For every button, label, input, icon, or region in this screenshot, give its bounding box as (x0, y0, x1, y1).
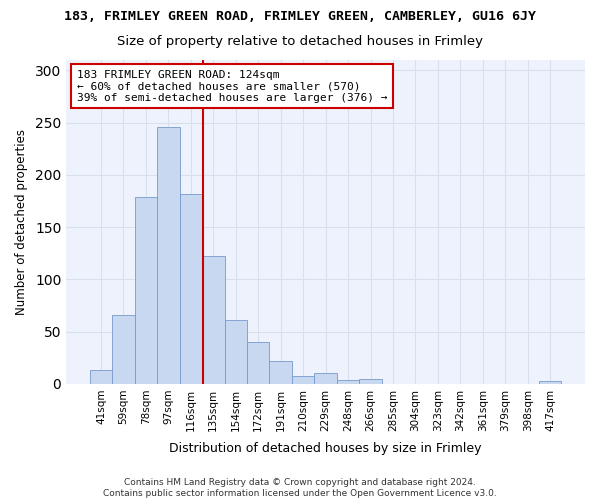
Bar (134, 197, 157, 384)
Bar (269, 361, 292, 384)
Bar (539, 381, 562, 384)
Bar (337, 380, 359, 384)
Y-axis label: Number of detached properties: Number of detached properties (15, 129, 28, 315)
Text: Contains HM Land Registry data © Crown copyright and database right 2024.
Contai: Contains HM Land Registry data © Crown c… (103, 478, 497, 498)
Bar (247, 342, 269, 384)
Bar (292, 376, 314, 384)
Bar (179, 194, 202, 384)
Bar (157, 127, 179, 384)
Bar (314, 374, 337, 384)
X-axis label: Distribution of detached houses by size in Frimley: Distribution of detached houses by size … (169, 442, 482, 455)
Bar (90, 370, 112, 384)
Bar (224, 320, 247, 384)
Text: Size of property relative to detached houses in Frimley: Size of property relative to detached ho… (117, 35, 483, 48)
Bar (112, 315, 134, 384)
Bar (359, 378, 382, 384)
Bar (202, 256, 224, 384)
Text: 183 FRIMLEY GREEN ROAD: 124sqm
← 60% of detached houses are smaller (570)
39% of: 183 FRIMLEY GREEN ROAD: 124sqm ← 60% of … (77, 70, 387, 103)
Text: 183, FRIMLEY GREEN ROAD, FRIMLEY GREEN, CAMBERLEY, GU16 6JY: 183, FRIMLEY GREEN ROAD, FRIMLEY GREEN, … (64, 10, 536, 23)
